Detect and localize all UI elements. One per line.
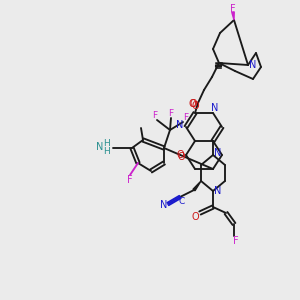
Text: N: N: [249, 60, 257, 70]
Text: F: F: [127, 175, 133, 185]
Text: F: F: [230, 4, 236, 14]
Text: N: N: [214, 148, 222, 158]
Text: O: O: [191, 212, 199, 222]
Polygon shape: [232, 12, 234, 20]
Text: O: O: [188, 99, 196, 109]
Text: O: O: [191, 101, 199, 111]
Text: N: N: [214, 186, 222, 196]
Text: H: H: [103, 146, 110, 155]
Text: N: N: [176, 120, 184, 130]
Text: O: O: [176, 150, 184, 160]
Text: F: F: [183, 113, 189, 122]
Text: N: N: [211, 103, 219, 113]
Text: N: N: [160, 200, 168, 210]
Text: N: N: [96, 142, 104, 152]
Text: O: O: [177, 152, 185, 162]
Text: F: F: [152, 112, 158, 121]
Text: C: C: [179, 197, 185, 206]
Polygon shape: [193, 181, 201, 191]
Text: F: F: [168, 110, 174, 118]
Text: O: O: [189, 99, 197, 109]
Text: F: F: [233, 236, 239, 246]
Text: H: H: [103, 140, 110, 148]
